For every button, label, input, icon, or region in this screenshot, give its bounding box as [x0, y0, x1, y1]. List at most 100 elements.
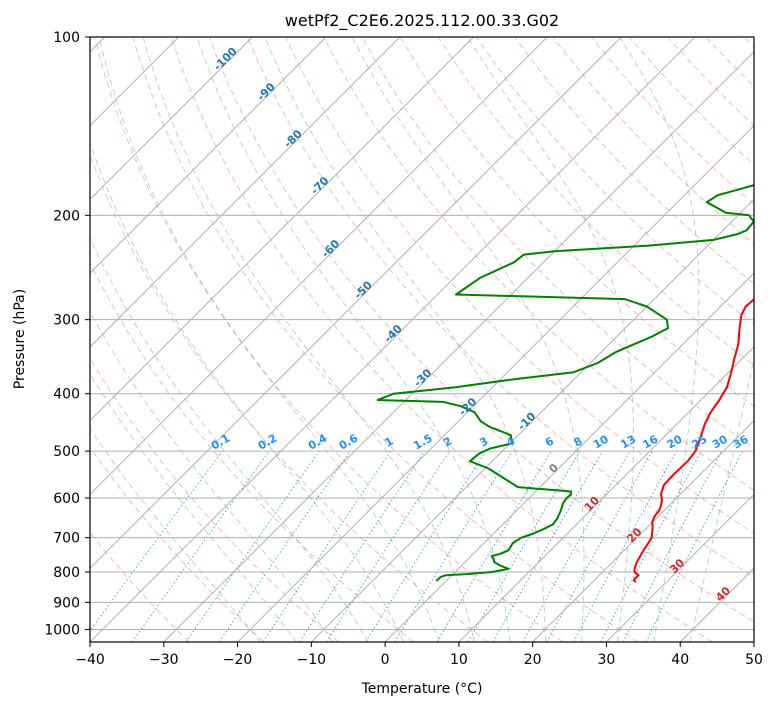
moist-adiabat [90, 141, 405, 642]
isotherm-line [90, 37, 401, 348]
moist-adiabat [90, 310, 333, 642]
dry-adiabat [94, 37, 564, 642]
mixing-ratio-label: 30 [710, 432, 730, 451]
isotherm-line [90, 37, 253, 201]
isotherm-line [237, 124, 754, 642]
y-tick-label: 800 [53, 565, 80, 581]
temperature-profile [632, 298, 754, 584]
isotherm-line [90, 37, 696, 642]
y-tick-label: 700 [53, 531, 80, 547]
isotherm-line [163, 51, 754, 642]
mixing-ratio-label: 8 [572, 435, 585, 450]
chart-title: wetPf2_C2E6.2025.112.00.33.G02 [285, 11, 559, 31]
isotherm-label: -60 [319, 237, 342, 260]
isotherm-line [90, 37, 622, 569]
dry-adiabat [476, 37, 754, 325]
dry-adiabat [90, 531, 190, 642]
y-tick-label: 600 [53, 491, 80, 507]
dry-adiabat [90, 153, 489, 642]
isotherm-line [458, 346, 754, 642]
y-tick-label: 200 [53, 208, 80, 224]
mixing-ratio-line [365, 450, 487, 642]
moist-adiabat [98, 37, 440, 642]
isotherm-line [753, 641, 754, 642]
dry-adiabat [246, 37, 754, 578]
x-tick-label: −30 [149, 652, 179, 668]
mixing-ratio-label: 1 [383, 435, 396, 450]
isotherm-label: 30 [667, 556, 687, 576]
y-axis: 100 200 300 400 500 600 700 800 900 1000 [44, 30, 90, 638]
x-tick-label: 20 [524, 652, 542, 668]
mixing-ratio-line [90, 450, 223, 632]
moist-adiabat [689, 356, 754, 642]
dry-adiabat [552, 37, 754, 245]
moist-adiabat [196, 37, 511, 642]
moist-adiabat [90, 427, 261, 642]
isotherm-line [310, 198, 754, 642]
isotherm-label: -50 [352, 278, 375, 301]
x-tick-label: 50 [745, 652, 763, 668]
mixing-ratio-label: 25 [690, 433, 710, 452]
isotherm-label: -90 [255, 80, 278, 103]
y-tick-label: 1000 [44, 622, 80, 638]
x-tick-label: −10 [297, 652, 327, 668]
dry-adiabat [361, 37, 754, 449]
mixing-ratio-line [546, 450, 653, 642]
mixing-ratio-line [131, 450, 270, 642]
isotherm-line [90, 37, 548, 496]
y-tick-label: 300 [53, 313, 80, 329]
dry-adiabat [132, 37, 639, 642]
y-tick-label: 100 [53, 30, 80, 46]
dry-adiabat [705, 37, 754, 87]
mixing-ratio-label: 0.1 [209, 432, 232, 453]
mixing-ratio-line [325, 450, 450, 642]
moist-adiabat [90, 236, 369, 642]
mixing-ratio-line [573, 450, 677, 642]
mixing-ratio-label: 0.4 [306, 431, 330, 452]
isotherm-label: 40 [713, 584, 733, 604]
isotherm-label: -80 [281, 127, 304, 150]
isotherm-label: -70 [308, 174, 331, 197]
isotherm-line [90, 37, 475, 422]
mixing-ratio-label: 1.5 [411, 432, 434, 453]
isotherm-line [679, 567, 754, 642]
mixing-ratio-line [262, 450, 392, 642]
x-tick-label: 0 [381, 652, 390, 668]
mixing-ratio-line [394, 450, 513, 642]
annotation-layer: -100-90-80-70-60-50-40-30-20-100.1 0.2 0.4… [209, 44, 751, 604]
mixing-ratio-line [645, 450, 743, 642]
dry-adiabat [208, 37, 754, 623]
isotherm-line [532, 419, 754, 642]
mixing-ratio-label: 3 [477, 435, 490, 450]
dry-adiabat [90, 261, 414, 642]
x-tick-label: −40 [75, 652, 105, 668]
dewpoint-profile [376, 184, 754, 582]
mixing-ratio-label: 13 [618, 433, 638, 452]
dry-adiabat [323, 37, 754, 492]
isotherm-line [90, 37, 327, 274]
mixing-ratio-line [600, 450, 702, 642]
dry-adiabat [743, 37, 754, 48]
dry-adiabat [170, 37, 713, 642]
mixing-ratio-label: 16 [641, 432, 661, 451]
moist-adiabat [619, 37, 700, 642]
mixing-ratio-line [436, 450, 552, 642]
y-tick-label: 400 [53, 387, 80, 403]
x-tick-label: −20 [223, 652, 253, 668]
dry-adiabat [285, 37, 754, 535]
moist-adiabat [142, 37, 475, 642]
mixing-ratio-line [522, 450, 631, 642]
mixing-ratio-label: 20 [665, 432, 685, 451]
dry-adiabat [90, 357, 339, 642]
y-tick-label: 500 [53, 444, 80, 460]
moist-adiabat [90, 372, 297, 642]
x-tick-label: 40 [671, 652, 689, 668]
x-tick-label: 10 [450, 652, 468, 668]
mixing-ratio-label: 10 [591, 432, 611, 451]
isotherm-label: 10 [582, 494, 602, 514]
isotherm-line [606, 493, 754, 642]
moist-adiabat [351, 37, 585, 642]
mixing-ratio-line [185, 450, 320, 642]
dry-adiabat [590, 37, 754, 205]
